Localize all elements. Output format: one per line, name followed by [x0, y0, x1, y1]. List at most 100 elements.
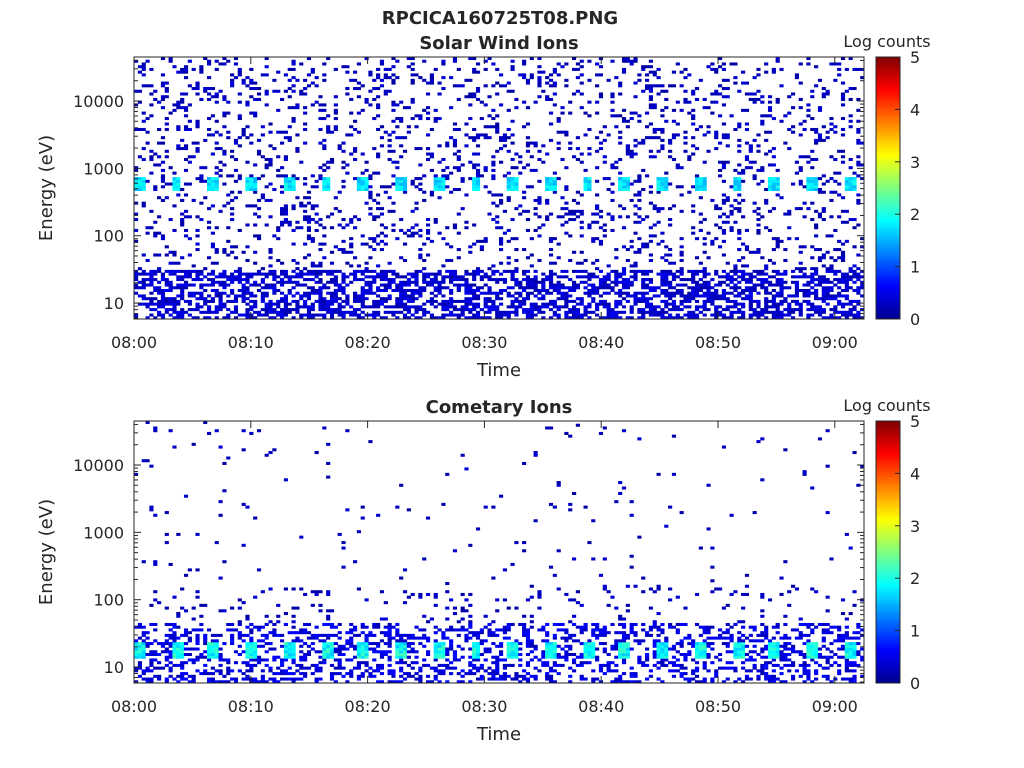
spectrogram-cell: [587, 278, 592, 282]
spectrogram-cell: [418, 248, 423, 252]
spectrogram-cell: [679, 278, 684, 282]
spectrogram-cell: [698, 261, 703, 265]
spectrogram-cell: [349, 152, 354, 156]
spectrogram-cell: [791, 294, 796, 298]
spectrogram-cell: [295, 133, 300, 137]
spectrogram-cell: [575, 209, 580, 213]
spectrogram-cell: [733, 220, 738, 224]
spectrogram-cell: [572, 316, 577, 320]
spectrogram-cell: [468, 302, 473, 306]
spectrogram-cell: [195, 119, 200, 123]
spectrogram-cell: [291, 639, 296, 643]
spectrogram-cell: [256, 152, 262, 156]
spectrogram-cell: [798, 267, 803, 271]
spectrogram-cell: [268, 264, 273, 268]
spectrogram-cell: [310, 302, 315, 306]
spectrogram-cell: [583, 177, 588, 181]
spectrogram-cell: [241, 543, 246, 547]
spectrogram-cell: [318, 655, 323, 659]
spectrogram-cell: [445, 313, 450, 317]
spectrogram-cell: [529, 302, 534, 306]
spectrogram-cell: [568, 209, 573, 213]
spectrogram-cell: [310, 103, 315, 107]
spectrogram-cell: [214, 305, 219, 309]
spectrogram-cell: [180, 644, 185, 648]
spectrogram-cell: [191, 294, 196, 298]
spectrogram-cell: [633, 261, 638, 265]
spectrogram-cell: [706, 294, 711, 298]
spectrogram-cell: [245, 505, 250, 509]
spectrogram-cell: [802, 155, 807, 159]
spectrogram-cell: [372, 78, 377, 82]
spectrogram-cell: [329, 280, 335, 284]
spectrogram-cell: [744, 141, 750, 145]
spectrogram-cell: [226, 111, 231, 115]
spectrogram-cell: [183, 108, 189, 112]
spectrogram-cell: [475, 305, 481, 309]
spectrogram-cell: [506, 196, 511, 200]
spectrogram-cell: [164, 639, 169, 643]
spectrogram-cell: [840, 275, 846, 279]
spectrogram-cell: [771, 185, 776, 189]
spectrogram-cell: [556, 215, 561, 219]
spectrogram-cell: [349, 220, 354, 224]
spectrogram-cell: [291, 280, 296, 284]
spectrogram-cell: [729, 313, 734, 317]
spectrogram-cell: [552, 177, 557, 181]
spectrogram-cell: [310, 291, 315, 295]
spectrogram-cell: [299, 316, 304, 320]
spectrogram-cell: [295, 106, 300, 110]
spectrogram-cell: [134, 275, 139, 279]
spectrogram-cell: [621, 305, 627, 309]
spectrogram-cell: [725, 87, 730, 91]
spectrogram-cell: [329, 655, 335, 659]
spectrogram-cell: [203, 89, 208, 93]
spectrogram-cell: [134, 166, 139, 170]
spectrogram-cell: [464, 269, 469, 273]
spectrogram-cell: [260, 297, 265, 301]
spectrogram-cell: [134, 283, 139, 287]
spectrogram-cell: [183, 92, 189, 96]
spectrogram-cell: [399, 119, 404, 123]
spectrogram-cell: [199, 628, 204, 632]
spectrogram-cell: [207, 76, 212, 80]
spectrogram-cell: [510, 299, 515, 303]
spectrogram-cell: [295, 226, 300, 230]
spectrogram-cell: [230, 198, 235, 202]
spectrogram-cell: [272, 278, 277, 282]
spectrogram-cell: [333, 291, 338, 295]
spectrogram-cell: [276, 620, 281, 624]
spectrogram-cell: [272, 269, 277, 273]
spectrogram-cell: [829, 190, 834, 194]
spectrogram-cell: [614, 114, 619, 118]
spectrogram-cell: [280, 280, 285, 284]
spectrogram-cell: [210, 87, 215, 91]
spectrogram-cell: [729, 286, 734, 290]
spectrogram-cell: [437, 81, 442, 85]
spectrogram-cell: [502, 280, 507, 284]
spectrogram-cell: [253, 642, 258, 646]
spectrogram-cell: [268, 215, 273, 219]
spectrogram-cell: [233, 168, 239, 172]
spectrogram-cell: [187, 658, 192, 662]
spectrogram-cell: [437, 288, 442, 293]
spectrogram-cell: [191, 628, 196, 632]
spectrogram-cell: [379, 84, 385, 88]
spectrogram-cell: [587, 272, 592, 276]
spectrogram-cell: [752, 250, 757, 254]
spectrogram-cell: [456, 149, 461, 153]
spectrogram-cell: [525, 278, 531, 282]
spectrogram-cell: [621, 272, 627, 276]
spectrogram-cell: [679, 267, 684, 271]
spectrogram-cell: [191, 674, 196, 678]
spectrogram-cell: [329, 212, 335, 216]
spectrogram-cell: [406, 57, 411, 61]
spectrogram-cell: [837, 294, 842, 298]
spectrogram-cell: [552, 67, 557, 71]
spectrogram-cell: [287, 106, 292, 110]
spectrogram-cell: [253, 182, 258, 186]
spectrogram-cell: [256, 234, 262, 238]
x-tick-label: 08:30: [461, 333, 507, 352]
spectrogram-cell: [606, 305, 611, 309]
spectrogram-cell: [291, 644, 296, 648]
